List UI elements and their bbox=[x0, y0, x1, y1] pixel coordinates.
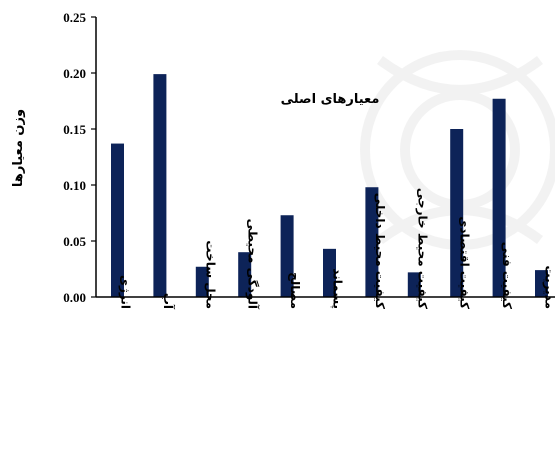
y-axis-label: وزن معیارها bbox=[11, 109, 26, 187]
bar bbox=[280, 215, 294, 297]
bar bbox=[365, 187, 379, 297]
x-tick-label: آب bbox=[161, 293, 176, 310]
bar bbox=[323, 248, 336, 297]
bar bbox=[492, 98, 506, 297]
x-axis-labels: انرژی آب محل ساخت آلودگی محیطی مصالح پسماند کی… bbox=[119, 188, 555, 310]
y-axis-ticks: 0.00 0.05 0.10 0.15 0.20 0.25 bbox=[63, 10, 96, 305]
bar bbox=[111, 143, 124, 297]
x-tick-label: کیفیت اقتصادی bbox=[458, 216, 472, 309]
y-tick-label: 0.20 bbox=[63, 66, 86, 81]
bar bbox=[238, 252, 252, 297]
x-tick-label: پسماند bbox=[331, 268, 345, 309]
bar bbox=[450, 129, 464, 297]
y-tick-label: 0.05 bbox=[63, 234, 86, 249]
x-tick-label: کیفیت فنی bbox=[500, 242, 514, 309]
x-tick-label: کیفیت محیط داخلی bbox=[373, 193, 387, 309]
x-tick-label: محل ساخت bbox=[203, 240, 217, 309]
y-tick-label: 0.10 bbox=[63, 178, 86, 193]
x-tick-label: مدیریت bbox=[543, 265, 555, 309]
chart-title: معیارهای اصلی bbox=[281, 92, 380, 107]
x-tick-label: آلودگی محیطی bbox=[245, 219, 261, 310]
bar bbox=[407, 272, 421, 297]
bar bbox=[195, 266, 209, 297]
y-tick-label: 0.15 bbox=[63, 122, 86, 137]
bar bbox=[535, 270, 548, 297]
x-tick-label: مصالح bbox=[288, 272, 302, 309]
bar bbox=[153, 74, 167, 298]
bars bbox=[111, 74, 548, 298]
y-tick-label: 0.25 bbox=[63, 10, 86, 25]
y-tick-label: 0.00 bbox=[63, 290, 86, 305]
x-tick-label: انرژی bbox=[119, 275, 133, 309]
x-tick-label: کیفیت محیط خارجی bbox=[415, 188, 429, 309]
